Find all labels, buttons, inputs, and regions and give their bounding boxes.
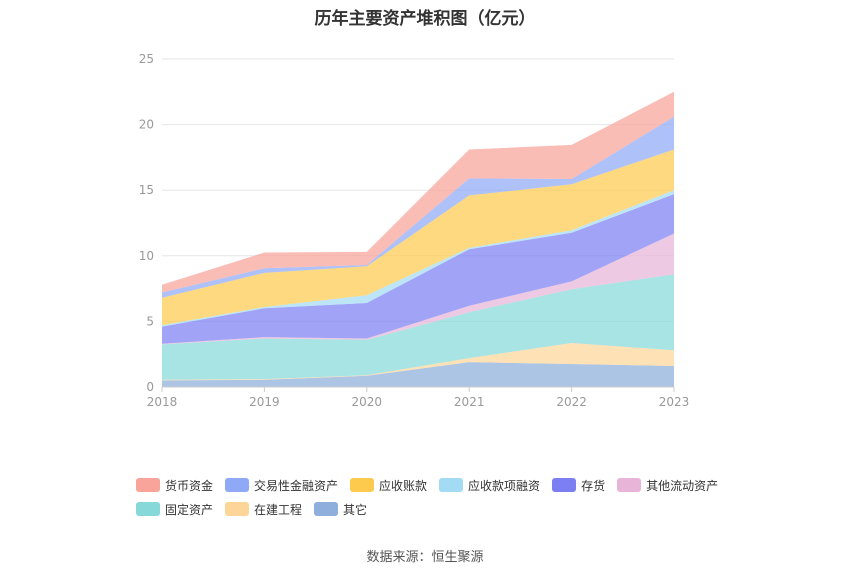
legend-swatch bbox=[552, 478, 577, 492]
x-tick-label: 2021 bbox=[454, 395, 485, 409]
legend-swatch bbox=[350, 478, 375, 492]
legend-swatch bbox=[136, 502, 160, 516]
legend-label: 交易性金融资产 bbox=[254, 478, 339, 493]
area-其它[interactable] bbox=[162, 362, 674, 387]
x-tick-label: 2022 bbox=[556, 395, 587, 409]
legend-item-receivables[interactable]: 应收账款 bbox=[350, 477, 427, 494]
legend-label: 在建工程 bbox=[254, 502, 303, 517]
legend-item-other-current-assets[interactable]: 其他流动资产 bbox=[617, 477, 718, 494]
area-应收账款[interactable] bbox=[162, 149, 674, 326]
x-tick-label: 2019 bbox=[249, 395, 280, 409]
legend-swatch bbox=[617, 478, 642, 492]
legend-label: 其它 bbox=[343, 502, 368, 517]
area-series bbox=[162, 91, 674, 387]
y-tick-label: 15 bbox=[139, 183, 154, 197]
legend-label: 应收账款 bbox=[379, 478, 428, 493]
legend-item-construction-in-progress[interactable]: 在建工程 bbox=[225, 501, 302, 518]
legend-item-trading-assets[interactable]: 交易性金融资产 bbox=[225, 477, 338, 494]
x-tick-label: 2023 bbox=[659, 395, 690, 409]
chart-title: 历年主要资产堆积图（亿元） bbox=[314, 9, 536, 29]
legend-label: 存货 bbox=[581, 478, 606, 493]
legend: 货币资金 交易性金融资产 应收账款 应收款项融资 存货 其他流动资产固定资产 在建工程 其它 bbox=[136, 473, 756, 521]
legend-item-receivables-financing[interactable]: 应收款项融资 bbox=[439, 477, 540, 494]
legend-label: 其他流动资产 bbox=[646, 478, 719, 493]
legend-label: 货币资金 bbox=[165, 478, 214, 493]
area-在建工程[interactable] bbox=[162, 343, 674, 381]
x-tick-label: 2020 bbox=[352, 395, 383, 409]
y-tick-label: 20 bbox=[139, 118, 154, 132]
legend-swatch bbox=[136, 478, 160, 492]
area-货币资金[interactable] bbox=[162, 91, 674, 293]
axes: 0 5 10 15 20 25 2018 2019 2020 2021 2022 2023 bbox=[139, 52, 690, 409]
source-text: 数据来源：恒生聚源 bbox=[366, 550, 484, 565]
legend-item-cash[interactable]: 货币资金 bbox=[136, 477, 213, 494]
legend-swatch bbox=[225, 478, 250, 492]
area-其他流动资产[interactable] bbox=[162, 233, 674, 345]
legend-item-fixed-assets[interactable]: 固定资产 bbox=[136, 501, 213, 518]
legend-label: 固定资产 bbox=[165, 502, 214, 517]
legend-item-other[interactable]: 其它 bbox=[314, 501, 367, 518]
x-tick-label: 2018 bbox=[147, 395, 178, 409]
area-存货[interactable] bbox=[162, 194, 674, 344]
legend-swatch bbox=[314, 502, 339, 516]
legend-row: 固定资产 在建工程 其它 bbox=[136, 497, 756, 521]
legend-swatch bbox=[439, 478, 464, 492]
stacked-area-chart: 0 5 10 15 20 25 2018 2019 2020 2021 2022 2023 bbox=[139, 52, 690, 409]
y-tick-label: 10 bbox=[139, 249, 154, 263]
y-tick-label: 5 bbox=[146, 314, 154, 328]
y-tick-label: 25 bbox=[139, 52, 154, 66]
legend-swatch bbox=[225, 502, 250, 516]
legend-label: 应收款项融资 bbox=[468, 478, 541, 493]
legend-item-inventory[interactable]: 存货 bbox=[552, 477, 605, 494]
legend-row: 货币资金 交易性金融资产 应收账款 应收款项融资 存货 其他流动资产 bbox=[136, 473, 756, 497]
y-tick-label: 0 bbox=[146, 380, 154, 394]
area-固定资产[interactable] bbox=[162, 274, 674, 380]
